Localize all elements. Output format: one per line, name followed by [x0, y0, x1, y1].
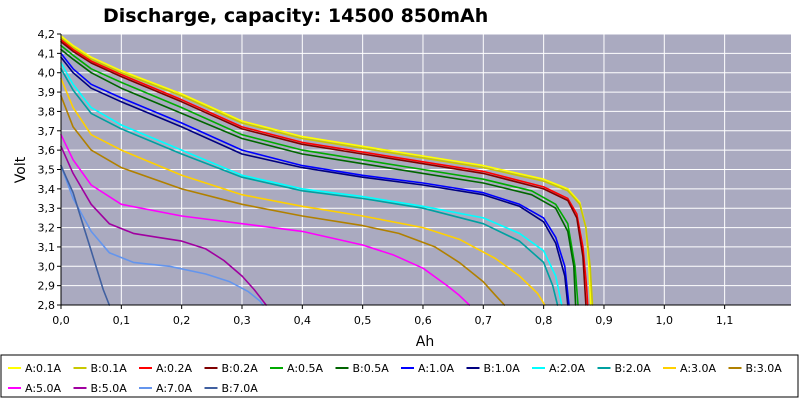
y-tick-label: 4,0 [38, 67, 56, 80]
legend-label: B:7.0A [222, 382, 259, 395]
legend-item: B:0.2A [204, 362, 259, 375]
x-tick-label: 0,4 [294, 314, 312, 327]
y-tick-label: 3,6 [38, 144, 56, 157]
legend-item: A:5.0A [8, 382, 62, 395]
x-tick-label: 0,5 [354, 314, 372, 327]
series-line-a-2-0a [60, 62, 563, 306]
series-line-a-0-2a [60, 38, 589, 306]
legend-label: A:0.5A [287, 362, 324, 375]
series-line-b-0-1a [60, 37, 594, 306]
chart-title: Discharge, capacity: 14500 850mAh [103, 5, 488, 27]
legend-item: B:1.0A [466, 362, 521, 375]
series-line-b-7-0a [60, 164, 111, 306]
y-tick-label: 2,8 [38, 299, 56, 312]
x-tick-label: 0,1 [113, 314, 131, 327]
series-line-a-0-5a [60, 44, 579, 306]
y-tick-label: 2,9 [38, 280, 56, 293]
legend-label: B:3.0A [746, 362, 783, 375]
y-tick-label: 3,7 [38, 125, 56, 138]
legend-item: A:7.0A [139, 382, 193, 395]
y-tick-label: 3,4 [38, 183, 56, 196]
legend-item: A:3.0A [663, 362, 717, 375]
legend-label: B:1.0A [484, 362, 521, 375]
legend-item: B:5.0A [73, 382, 128, 395]
y-tick-labels: 4,2 4,1 4,0 3,9 3,8 3,7 3,6 3,5 3,4 3,3 3,2 3,1 3,0 2… [38, 28, 61, 312]
x-tick-label: 0,0 [52, 314, 70, 327]
y-tick-label: 3,3 [38, 202, 56, 215]
y-tick-label: 4,2 [38, 28, 56, 41]
legend-item: B:2.0A [597, 362, 652, 375]
x-tick-label: 0,7 [475, 314, 493, 327]
legend-label: B:0.5A [353, 362, 390, 375]
x-tick-label: 1,1 [716, 314, 734, 327]
series-line-a-1-0a [60, 52, 570, 306]
series-line-b-5-0a [60, 145, 267, 306]
x-tick-labels: 0,0 0,1 0,2 0,3 0,4 0,5 0,6 0,7 0,8 0,9 1,0 1,1 [52, 305, 733, 327]
legend-label: A:7.0A [156, 382, 193, 395]
y-tick-label: 3,0 [38, 260, 56, 273]
legend-label: B:5.0A [91, 382, 128, 395]
y-tick-label: 3,1 [38, 241, 56, 254]
series-line-b-1-0a [60, 56, 569, 306]
series-line-a-5-0a [60, 133, 471, 306]
x-tick-label: 0,2 [173, 314, 191, 327]
series-line-a-3-0a [60, 77, 546, 306]
legend-label: A:3.0A [680, 362, 717, 375]
legend-item: A:0.1A [8, 362, 62, 375]
x-tick-label: 0,6 [414, 314, 432, 327]
legend-item: A:0.5A [270, 362, 324, 375]
x-tick-label: 0,3 [233, 314, 251, 327]
y-tick-label: 3,2 [38, 222, 56, 235]
series-line-b-0-2a [60, 40, 587, 306]
legend-item: A:2.0A [532, 362, 586, 375]
legend-label: A:0.1A [25, 362, 62, 375]
legend-label: A:2.0A [549, 362, 586, 375]
legend-item: B:0.1A [73, 362, 128, 375]
legend-label: B:0.2A [222, 362, 259, 375]
legend-item: A:1.0A [401, 362, 455, 375]
legend-label: A:1.0A [418, 362, 455, 375]
y-tick-label: 3,9 [38, 86, 56, 99]
legend-item: A:0.2A [139, 362, 193, 375]
legend-label: A:5.0A [25, 382, 62, 395]
legend-label: B:0.1A [91, 362, 128, 375]
x-tick-label: 0,9 [595, 314, 613, 327]
legend-item: B:3.0A [728, 362, 783, 375]
legend-box [0, 354, 799, 398]
y-axis-label: Volt [13, 156, 29, 183]
x-tick-label: 1,0 [656, 314, 674, 327]
legend-label: B:2.0A [615, 362, 652, 375]
legend-item: B:0.5A [335, 362, 390, 375]
x-tick-label: 0,8 [535, 314, 553, 327]
y-tick-label: 3,5 [38, 164, 56, 177]
series-line-b-3-0a [60, 95, 506, 306]
series-line-b-0-5a [60, 48, 577, 306]
legend-item: B:7.0A [204, 382, 259, 395]
series-line-b-2-0a [60, 68, 559, 306]
y-tick-label: 4,1 [38, 47, 56, 60]
y-tick-label: 3,8 [38, 105, 56, 118]
x-axis-label: Ah [416, 334, 434, 350]
legend: A:0.1A B:0.1A A:0.2A B:0.2A A:0.5A B:0.5A A:1.… [8, 362, 782, 395]
series-lines [60, 35, 594, 306]
series-line-a-7-0a [60, 164, 264, 306]
legend-label: A:0.2A [156, 362, 193, 375]
